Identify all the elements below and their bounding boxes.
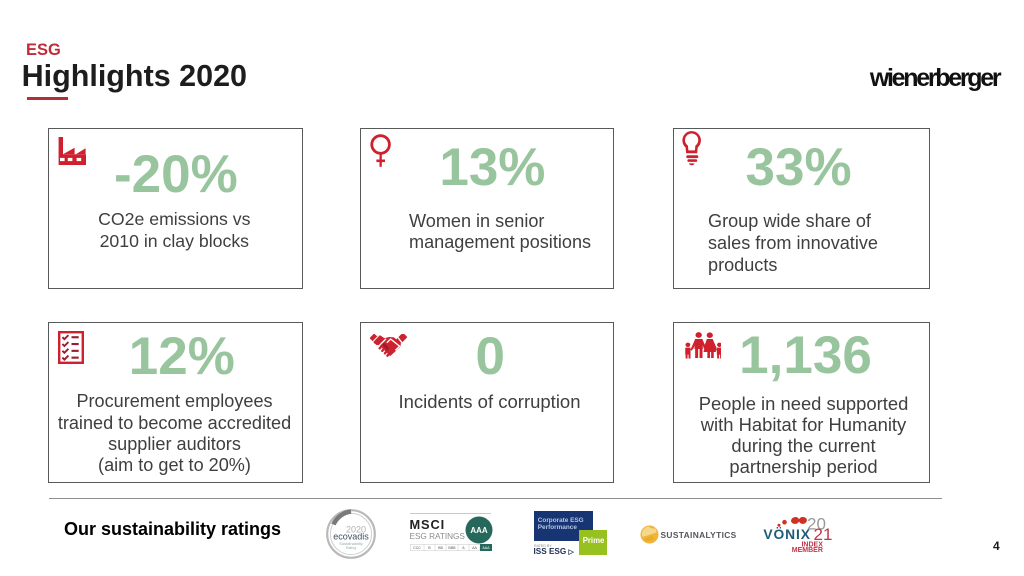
svg-text:A: A bbox=[462, 545, 465, 549]
svg-text:21: 21 bbox=[814, 525, 833, 544]
svg-text:20: 20 bbox=[807, 514, 826, 533]
svg-text:Rating: Rating bbox=[346, 546, 356, 550]
svg-text:MEMBER: MEMBER bbox=[792, 547, 823, 554]
svg-text:CCC: CCC bbox=[413, 545, 421, 549]
svg-text:BB: BB bbox=[438, 545, 443, 549]
svg-text:INDEX: INDEX bbox=[801, 541, 823, 548]
svg-text:B: B bbox=[428, 545, 431, 549]
svg-text:2020: 2020 bbox=[346, 525, 366, 535]
svg-text:AAA: AAA bbox=[482, 545, 490, 549]
svg-text:ecovadis: ecovadis bbox=[333, 532, 369, 542]
svg-text:AAA: AAA bbox=[470, 526, 488, 535]
svg-text:BBB: BBB bbox=[448, 545, 456, 549]
svg-text:Sustainability: Sustainability bbox=[339, 541, 363, 546]
svg-text:AA: AA bbox=[472, 545, 477, 549]
svg-text:VÖNIX: VÖNIX bbox=[763, 526, 810, 542]
